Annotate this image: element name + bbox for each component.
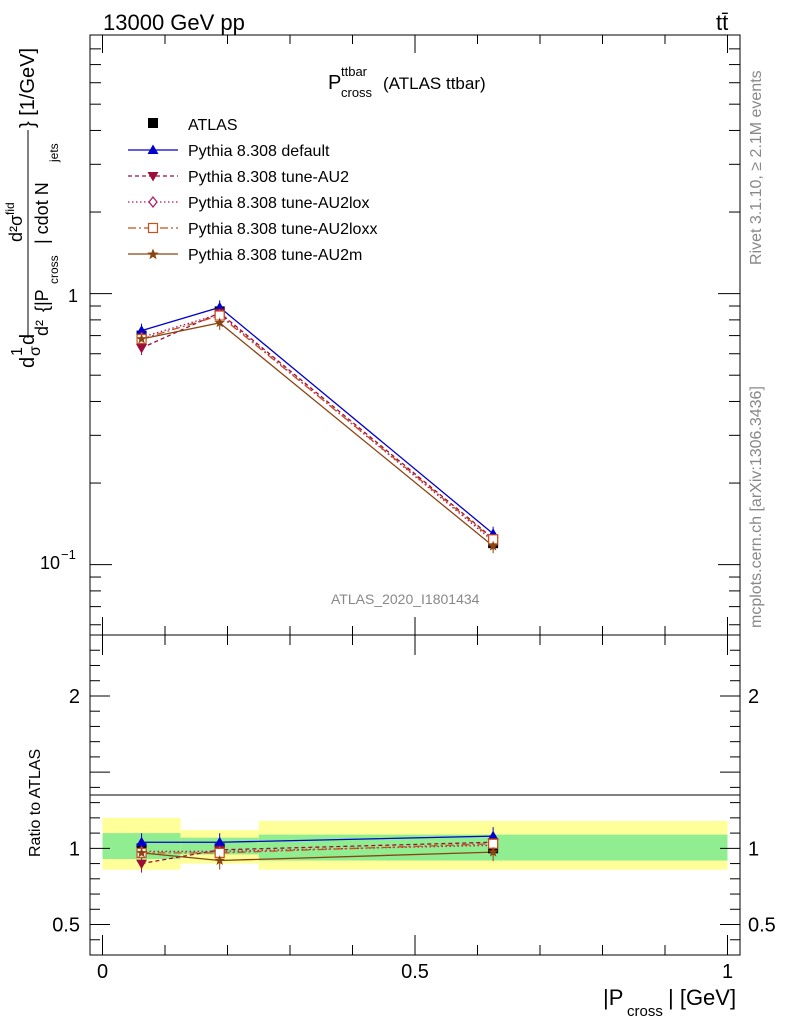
- main-point-2-0: [136, 343, 148, 354]
- ratio-xtick-label-1: 0.5: [401, 961, 429, 983]
- ylabel-inner-num-sup: fid: [3, 202, 17, 215]
- ratio-xtick-labels: 0 0.5 1: [97, 961, 733, 983]
- ylabel-inner-den-close: | cdot N: [32, 182, 52, 244]
- ylabel-sigma: σ: [27, 346, 44, 356]
- legend-label-au2m: Pythia 8.308 tune-AU2m: [188, 247, 362, 264]
- main-point-5-1: [214, 317, 225, 328]
- ylabel-inner-num: d²σ: [6, 215, 26, 242]
- ratio-ytick-label-right-1: 1: [748, 838, 759, 860]
- main-axis-ticks: [90, 34, 740, 635]
- ylabel-tail: } [1/GeV]: [17, 48, 39, 128]
- ratio-ytick-label-right-0: 0.5: [748, 915, 776, 937]
- legend-entry-default: Pythia 8.308 default: [128, 143, 330, 160]
- ratio-ytick-label-left-1: 1: [69, 838, 80, 860]
- ratio-point-4-2: [487, 846, 499, 857]
- legend-label-au2: Pythia 8.308 tune-AU2: [188, 169, 349, 186]
- legend-label-default: Pythia 8.308 default: [188, 143, 330, 160]
- source-label: mcplots.cern.ch [arXiv:1306.3436]: [748, 386, 765, 628]
- ratio-point-4-1: [214, 855, 225, 865]
- xlabel: |P cross | [GeV]: [603, 985, 736, 1020]
- ratio-ytick-label-left-2: 2: [69, 686, 80, 708]
- xlabel-main: |P: [603, 985, 623, 1010]
- ylabel-inner-den-open: {|P: [32, 289, 52, 312]
- ylabel-d2: d: [17, 334, 39, 345]
- ratio-frame: [89, 634, 741, 956]
- ratio-xtick-label-0: 0: [97, 961, 108, 983]
- main-series-lines: [141, 306, 494, 547]
- ratio-series-line-3: [141, 843, 494, 854]
- main-point-1-0: [136, 325, 148, 335]
- process-label: 13000 GeV pp: [103, 10, 245, 35]
- ytick-label-tenth-exp: −1: [61, 547, 76, 562]
- legend-entry-atlas: ATLAS: [148, 117, 238, 134]
- ytick-label-1: 1: [68, 286, 78, 306]
- main-series-line-5: [141, 322, 494, 547]
- legend: ATLAS Pythia 8.308 default Pythia 8.308 …: [128, 117, 377, 264]
- ratio-point-1-0: [136, 859, 148, 870]
- ratio-axis-ticks: [90, 634, 740, 955]
- main-series-line-2: [141, 311, 494, 539]
- title-suffix: (ATLAS ttbar): [383, 74, 486, 93]
- ratio-panel: 0.5 0.51 12 2 0 0.5 1 Ratio to ATLAS |P cross…: [27, 634, 776, 1020]
- main-point-5-2: [487, 540, 499, 551]
- ratio-ylabel: Ratio to ATLAS: [27, 749, 44, 857]
- legend-label-au2loxx: Pythia 8.308 tune-AU2loxx: [188, 221, 377, 238]
- legend-label-au2lox: Pythia 8.308 tune-AU2lox: [188, 195, 369, 212]
- ratio-uncertainty-bands: [102, 817, 728, 870]
- legend-marker-au2lox: [148, 196, 158, 208]
- legend-entry-au2lox: Pythia 8.308 tune-AU2lox: [128, 195, 369, 212]
- main-panel: P ttbar cross (ATLAS ttbar) 1 10 −1 ATLA…: [3, 34, 741, 636]
- ylabel-d1: d: [17, 357, 39, 368]
- ylabel-inner-den-sub: cross: [47, 255, 61, 284]
- ratio-point-0-2: [487, 830, 499, 841]
- main-point-5-0: [136, 333, 147, 344]
- ratio-point-0-0: [136, 836, 148, 847]
- main-error-bars: [141, 300, 494, 554]
- main-ylabel: d 1 σ d d²σ fid d² {|P cross | cdot N je…: [3, 48, 61, 368]
- xlabel-tail: | [GeV]: [668, 985, 736, 1010]
- legend-marker-au2: [147, 172, 159, 182]
- ratio-xtick-label-2: 1: [722, 961, 733, 983]
- legend-marker-au2loxx: [147, 222, 159, 234]
- main-series-line-3: [141, 313, 494, 542]
- title-sub: cross: [341, 85, 373, 100]
- ytick-label-tenth: 10: [40, 553, 60, 573]
- ratio-point-0-1: [214, 836, 226, 847]
- ratio-ytick-label-left-0: 0.5: [52, 915, 80, 937]
- legend-marker-default: [147, 144, 159, 154]
- ylabel-one: 1: [9, 347, 26, 356]
- main-series-line-1: [141, 306, 494, 535]
- main-title: P ttbar cross (ATLAS ttbar): [328, 64, 486, 100]
- legend-marker-au2m: [147, 248, 159, 260]
- title-main: P: [328, 72, 341, 94]
- analysis-id: ATLAS_2020_I1801434: [331, 591, 480, 607]
- final-state-label: tt̄: [716, 10, 728, 35]
- ratio-ytick-label-right-2: 2: [748, 686, 759, 708]
- legend-label-atlas: ATLAS: [188, 117, 238, 134]
- title-sup: ttbar: [341, 64, 368, 79]
- ylabel-inner-den-d2: d²: [32, 320, 52, 336]
- xlabel-sub: cross: [627, 1003, 663, 1020]
- main-series-line-4: [141, 314, 494, 540]
- legend-marker-atlas: [148, 118, 158, 128]
- ylabel-inner-den-sub2: jets: [47, 143, 61, 163]
- main-series-markers: [136, 301, 499, 551]
- ratio-series-markers: [136, 830, 499, 870]
- legend-entry-au2loxx: Pythia 8.308 tune-AU2loxx: [128, 221, 377, 238]
- rivet-version-label: Rivet 3.1.10, ≥ 2.1M events: [748, 70, 765, 265]
- legend-entry-au2: Pythia 8.308 tune-AU2: [128, 169, 349, 186]
- ratio-point-4-0: [136, 847, 147, 858]
- ratio-ytick-labels: 0.5 0.5 1 1 2 2: [52, 686, 776, 937]
- legend-entry-au2m: Pythia 8.308 tune-AU2m: [128, 247, 362, 264]
